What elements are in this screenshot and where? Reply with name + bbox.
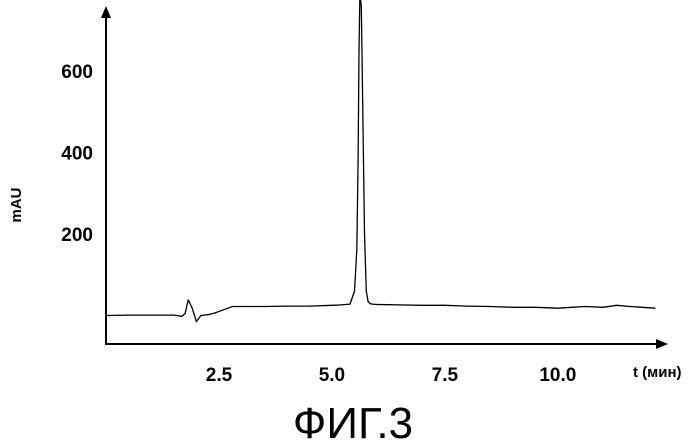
y-tick-labels: 200 400 600 <box>61 62 93 246</box>
x-tick-labels: 2.5 5.0 7.5 10.0 <box>206 365 577 386</box>
data-point <box>354 291 355 292</box>
data-point <box>264 306 265 307</box>
data-point <box>188 299 189 300</box>
data-point <box>467 306 468 307</box>
data-point <box>372 304 373 305</box>
data-point <box>490 306 491 307</box>
data-point <box>151 315 152 316</box>
data-point <box>368 301 369 302</box>
data-point <box>361 5 362 6</box>
axes <box>101 6 668 349</box>
x-axis-arrowhead <box>656 339 668 349</box>
data-point <box>571 307 572 308</box>
data-point <box>364 233 365 234</box>
data-point <box>366 291 367 292</box>
data-point <box>340 304 341 305</box>
data-point <box>200 315 201 316</box>
data-point <box>331 305 332 306</box>
data-point <box>512 307 513 308</box>
y-axis-arrowhead <box>101 6 111 18</box>
data-point <box>654 308 655 309</box>
data-point <box>377 304 378 305</box>
data-point <box>181 316 182 317</box>
y-tick-label: 400 <box>61 144 93 165</box>
data-point <box>535 307 536 308</box>
data-point <box>630 306 631 307</box>
data-point <box>399 304 400 305</box>
data-point <box>241 306 242 307</box>
y-tick-label: 600 <box>61 62 93 83</box>
y-axis-label: mAU <box>8 187 25 222</box>
data-point <box>185 313 186 314</box>
x-tick-label: 5.0 <box>319 365 345 386</box>
data-point <box>207 314 208 315</box>
x-tick-label: 7.5 <box>432 365 459 386</box>
data-point <box>232 306 233 307</box>
figure-caption: ФИГ.3 <box>293 399 413 448</box>
data-point <box>214 313 215 314</box>
data-point <box>602 307 603 308</box>
data-point <box>223 309 224 310</box>
data-point <box>557 308 558 309</box>
data-point <box>349 304 350 305</box>
y-tick-label: 200 <box>61 225 93 246</box>
data-point <box>191 307 192 308</box>
data-point <box>173 315 174 316</box>
data-point <box>584 306 585 307</box>
data-point <box>358 50 359 51</box>
x-tick-label: 10.0 <box>539 365 576 386</box>
series-layer <box>105 0 655 322</box>
data-point <box>196 321 197 322</box>
data-point <box>309 306 310 307</box>
data-point <box>362 103 363 104</box>
x-axis-label: t (мин) <box>633 364 682 381</box>
data-point <box>356 250 357 251</box>
data-point <box>616 305 617 306</box>
data-point <box>128 315 129 316</box>
data-point <box>370 303 371 304</box>
x-tick-label: 2.5 <box>206 365 233 386</box>
data-point <box>444 305 445 306</box>
data-point <box>105 315 106 316</box>
series-line <box>106 0 655 322</box>
data-point <box>286 306 287 307</box>
data-point <box>422 305 423 306</box>
data-point <box>358 160 359 161</box>
